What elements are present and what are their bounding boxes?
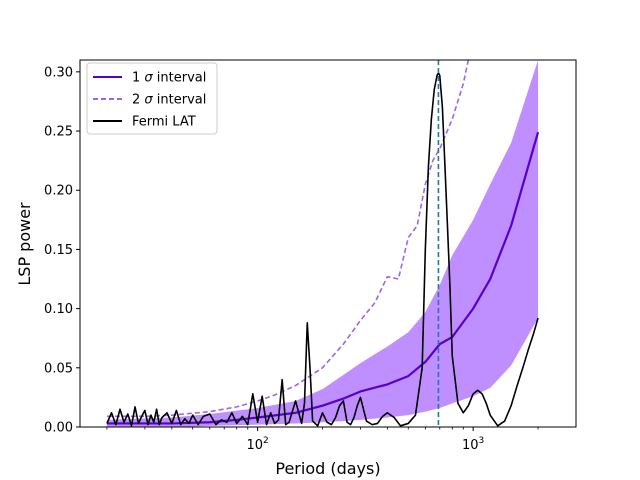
y-tick-label: 0.15 <box>44 243 73 258</box>
y-tick-label: 0.10 <box>44 302 73 317</box>
y-axis-title: LSP power <box>15 202 34 286</box>
y-tick-label: 0.25 <box>44 125 73 140</box>
x-axis: 102 103 <box>106 427 539 453</box>
x-tick-label: 102 <box>246 436 268 453</box>
y-axis: 0.00 0.05 0.10 0.15 0.20 0.25 0.30 <box>44 65 80 436</box>
legend-frame <box>86 62 218 135</box>
plot-frame <box>79 59 577 428</box>
legend: 1 σ interval 2 σ interval Fermi LAT <box>86 62 218 135</box>
y-tick-label: 0.05 <box>44 361 73 376</box>
x-axis-title: Period (days) <box>275 459 380 478</box>
series-line-2-sigma-interval <box>106 60 470 418</box>
series-line-1-sigma-interval <box>106 131 540 425</box>
y-tick-label: 0.20 <box>44 184 73 199</box>
series-line-fermi-lat <box>106 72 539 427</box>
y-tick-label: 0.00 <box>44 421 73 436</box>
plot-layer <box>106 60 540 427</box>
y-tick-label: 0.30 <box>44 65 73 80</box>
legend-label: Fermi LAT <box>132 115 196 130</box>
legend-label: 1 σ interval <box>132 71 206 86</box>
sigma-band-area <box>106 60 539 427</box>
x-tick-label: 103 <box>462 436 484 453</box>
legend-label: 2 σ interval <box>132 93 206 108</box>
